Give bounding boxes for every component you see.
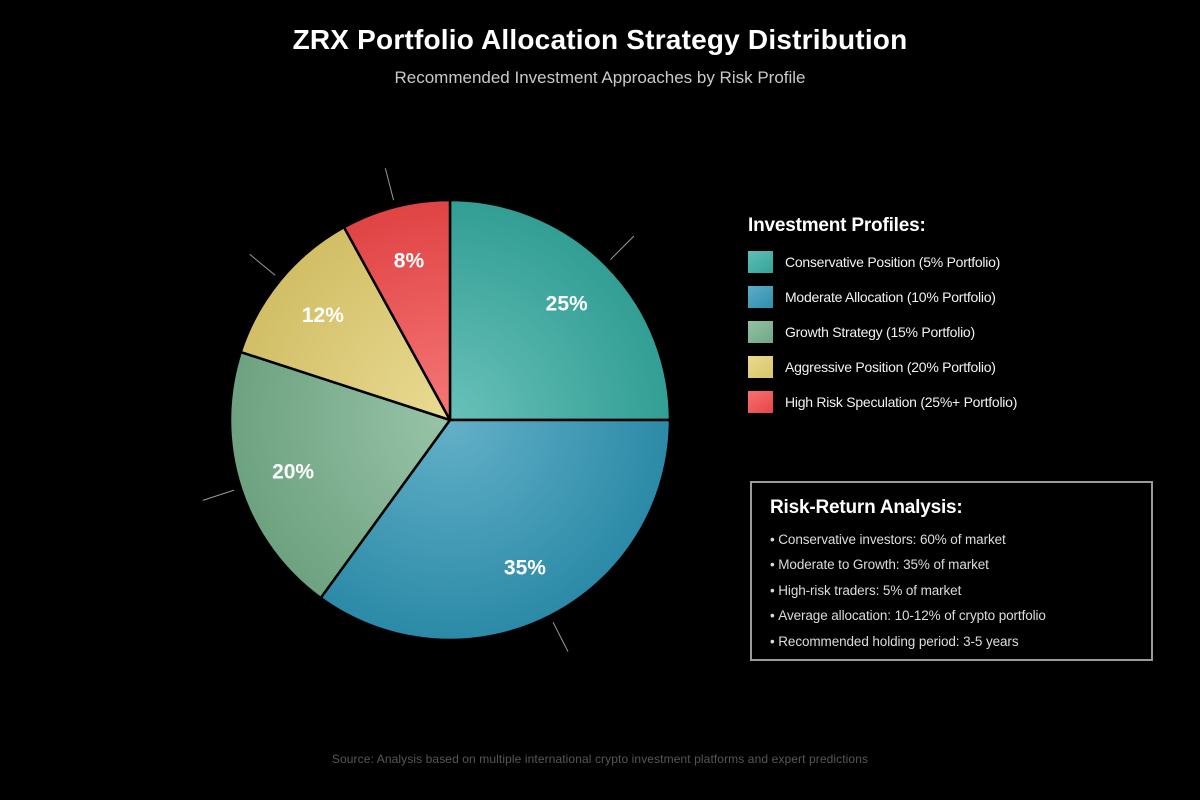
- legend-item-conservative-position-5-portfolio: Conservative Position (5% Portfolio): [748, 250, 1017, 273]
- pie-leader-line: [202, 489, 235, 501]
- analysis-bullet: Moderate to Growth: 35% of market: [770, 552, 1133, 577]
- analysis-bullet: Recommended holding period: 3-5 years: [770, 629, 1133, 654]
- legend-item-label: High Risk Speculation (25%+ Portfolio): [785, 393, 1018, 410]
- chart-title: ZRX Portfolio Allocation Strategy Distri…: [292, 24, 908, 55]
- pie-slice-aggressive-position-20-portfolio: [239, 225, 452, 422]
- pie-slice-label: 8%: [394, 250, 425, 273]
- legend: Investment Profiles: Conservative Positi…: [748, 215, 1017, 425]
- pie-leader-line: [552, 622, 569, 652]
- legend-swatch: [748, 355, 773, 378]
- chart-subtitle: Recommended Investment Approaches by Ris…: [394, 68, 806, 87]
- legend-swatch: [748, 250, 773, 273]
- legend-item-high-risk-speculation-25-portfolio: High Risk Speculation (25%+ Portfolio): [748, 390, 1017, 413]
- pie-slice-label: 35%: [504, 556, 546, 579]
- analysis-bullet: Average allocation: 10-12% of crypto por…: [770, 603, 1133, 628]
- legend-title: Investment Profiles:: [748, 215, 926, 236]
- pie-slice-growth-strategy-15-portfolio: [228, 350, 452, 600]
- legend-item-label: Aggressive Position (20% Portfolio): [785, 358, 996, 375]
- source-note: Source: Analysis based on multiple inter…: [331, 752, 869, 766]
- pie-slice-label: 12%: [302, 304, 344, 327]
- analysis-bullet: High-risk traders: 5% of market: [770, 578, 1133, 603]
- legend-item-label: Moderate Allocation (10% Portfolio): [785, 288, 996, 305]
- legend-item-growth-strategy-15-portfolio: Growth Strategy (15% Portfolio): [748, 320, 1017, 343]
- legend-item-label: Conservative Position (5% Portfolio): [785, 253, 1001, 270]
- pie-leader-line: [384, 168, 395, 201]
- pie-slice-label: 25%: [546, 293, 588, 316]
- pie-leader-line: [610, 235, 635, 260]
- pie-slice-label: 20%: [272, 460, 314, 483]
- legend-swatch: [748, 390, 773, 413]
- analysis-box-title: Risk-Return Analysis:: [770, 497, 963, 518]
- legend-items: Conservative Position (5% Portfolio) Mode…: [748, 250, 1017, 413]
- pie-slice-conservative-position-5-portfolio: [448, 198, 672, 422]
- legend-swatch: [748, 320, 773, 343]
- analysis-bullet: Conservative investors: 60% of market: [770, 527, 1133, 552]
- legend-item-label: Growth Strategy (15% Portfolio): [785, 323, 975, 340]
- legend-item-aggressive-position-20-portfolio: Aggressive Position (20% Portfolio): [748, 355, 1017, 378]
- risk-return-analysis-box: Risk-Return Analysis: Conservative inves…: [750, 481, 1153, 661]
- pie-slice-moderate-allocation-10-portfolio: [319, 418, 672, 642]
- pie-slice-high-risk-speculation-25-portfolio: [342, 198, 452, 422]
- legend-swatch: [748, 285, 773, 308]
- analysis-bullet-list: Conservative investors: 60% of marketMod…: [770, 527, 1133, 654]
- legend-item-moderate-allocation-10-portfolio: Moderate Allocation (10% Portfolio): [748, 285, 1017, 308]
- pie-leader-line: [249, 253, 276, 276]
